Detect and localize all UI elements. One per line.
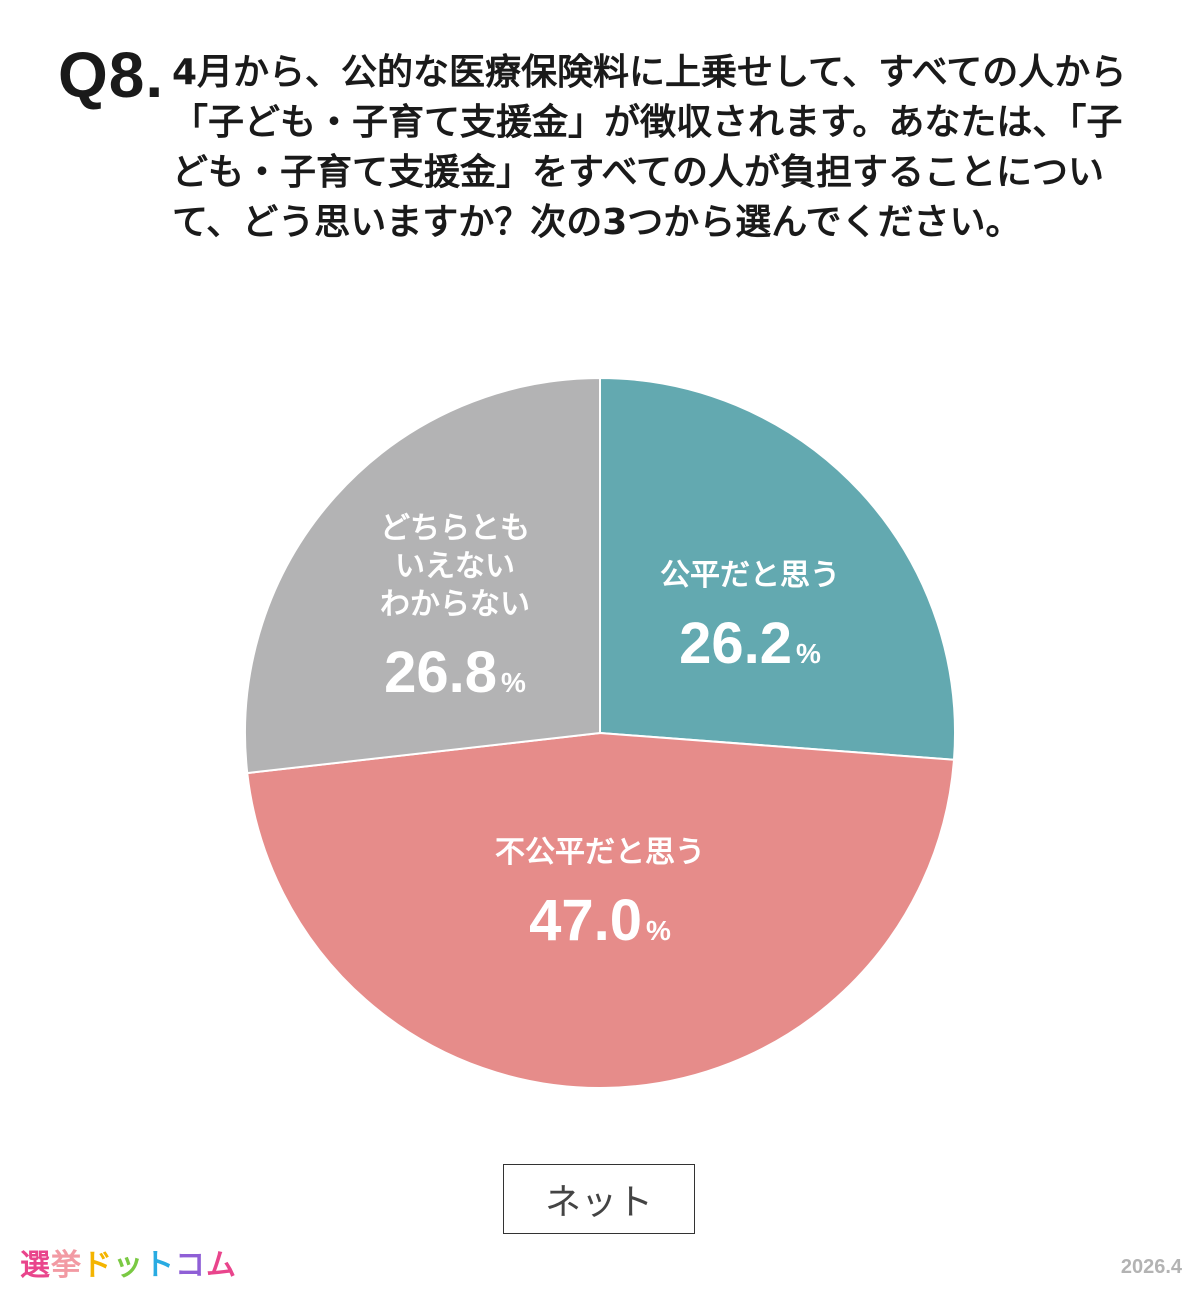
- logo-char: コ: [175, 1248, 206, 1283]
- source-label-box: ネット: [503, 1164, 695, 1234]
- site-logo: 選挙ドットコム: [20, 1240, 237, 1284]
- slice-label: いえない: [395, 549, 515, 584]
- logo-char: ト: [144, 1248, 175, 1283]
- survey-date: 2026.4: [1120, 1256, 1182, 1278]
- source-label: ネット: [544, 1182, 653, 1223]
- pie-slice-1: [599, 376, 956, 761]
- question-number: Q8.: [58, 39, 165, 111]
- logo-char: ッ: [113, 1248, 144, 1283]
- slice-value: 26.8%: [384, 640, 526, 705]
- logo-char: 挙: [51, 1248, 82, 1283]
- slice-unit: %: [796, 638, 821, 669]
- pie-slice-2: [246, 731, 956, 1089]
- pie-slice-3: [244, 376, 601, 775]
- slice-label: 公平だと思う: [660, 558, 840, 593]
- slice-unit: %: [501, 667, 526, 698]
- logo-char: ド: [82, 1248, 113, 1283]
- slice-unit: %: [646, 915, 671, 946]
- logo-char: 選: [20, 1248, 51, 1283]
- slice-label: わからない: [380, 587, 530, 622]
- slice-label: どちらとも: [380, 511, 530, 546]
- question-text: 4月から、公的な医療保険料に上乗せして、すべての人から「子ども・子育て支援金」が…: [172, 52, 1127, 243]
- slice-label: 不公平だと思う: [495, 835, 705, 870]
- logo-char: ム: [206, 1248, 237, 1283]
